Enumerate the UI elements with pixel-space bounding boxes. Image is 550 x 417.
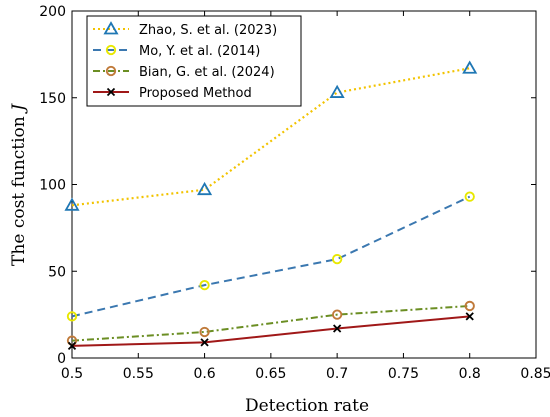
data-point: [331, 253, 343, 265]
legend-item: Proposed Method: [93, 86, 252, 101]
legend-label: Bian, G. et al. (2024): [139, 65, 275, 80]
point-marker: [333, 324, 342, 333]
series-0: [64, 60, 478, 211]
x-tick-label: 0.65: [255, 366, 286, 382]
axes: 0.5 0.55 0.6 0.65 0.7 0.75 0.8 0.85 0 50 100 150 200: [39, 4, 550, 382]
point-marker: [64, 197, 80, 211]
data-point: [199, 279, 210, 291]
legend-item: Bian, G. et al. (2024): [93, 65, 275, 80]
data-point: [464, 191, 475, 202]
data-point: [64, 197, 80, 211]
point-marker: [199, 326, 210, 338]
series-1: [66, 191, 475, 322]
point-marker: [106, 87, 116, 97]
y-tick-label: 150: [39, 91, 66, 107]
data-point: [329, 84, 345, 98]
data-point: [197, 181, 213, 196]
series-line: [71, 67, 470, 207]
x-tick-label: 0.75: [388, 366, 419, 382]
y-tick-label: 0: [57, 351, 66, 367]
point-marker: [197, 181, 213, 196]
legend: Zhao, S. et al. (2023) Mo, Y. et al. (201…: [86, 15, 302, 107]
data-point: [200, 338, 209, 347]
x-tick-label: 0.5: [61, 366, 83, 382]
point-marker: [462, 60, 478, 74]
point-marker: [103, 21, 119, 35]
point-marker: [199, 279, 210, 291]
point-marker: [331, 309, 343, 320]
data-point: [462, 60, 478, 74]
x-tick-label: 0.85: [520, 366, 550, 382]
y-axis-title-symbol: J: [9, 103, 29, 114]
series-2: [66, 300, 475, 346]
point-marker: [464, 191, 475, 202]
data-point: [333, 324, 342, 333]
legend-item: Zhao, S. et al. (2023): [93, 21, 277, 38]
data-point: [199, 326, 210, 338]
y-axis-title: The cost function J: [9, 103, 29, 266]
point-marker: [329, 84, 345, 98]
x-tick-label: 0.8: [459, 366, 481, 382]
y-tick-label: 100: [39, 178, 66, 194]
point-marker: [465, 312, 474, 321]
x-tick-label: 0.55: [123, 366, 154, 382]
data-point: [331, 309, 343, 320]
y-tick-label: 200: [39, 4, 66, 20]
data-point: [464, 300, 475, 312]
point-marker: [105, 44, 117, 56]
data-point: [66, 311, 78, 322]
series-lines: [64, 60, 478, 350]
point-marker: [67, 341, 77, 350]
y-axis-title-text: The cost function: [9, 111, 29, 266]
data-point: [67, 341, 77, 350]
x-axis-title: Detection rate: [245, 396, 369, 416]
point-marker: [105, 65, 117, 77]
legend-label: Mo, Y. et al. (2014): [139, 44, 260, 59]
point-marker: [331, 253, 343, 265]
legend-label: Proposed Method: [139, 86, 252, 101]
point-marker: [464, 300, 475, 312]
series-3: [67, 312, 474, 350]
series-line: [71, 315, 470, 347]
point-marker: [200, 338, 209, 347]
legend-item: Mo, Y. et al. (2014): [93, 44, 260, 59]
x-tick-label: 0.7: [326, 366, 348, 382]
data-point: [465, 312, 474, 321]
point-marker: [66, 311, 78, 322]
y-tick-label: 50: [48, 264, 66, 280]
series-line: [71, 304, 470, 342]
series-line: [71, 195, 471, 318]
x-tick-label: 0.6: [193, 366, 215, 382]
legend-label: Zhao, S. et al. (2023): [139, 23, 277, 38]
